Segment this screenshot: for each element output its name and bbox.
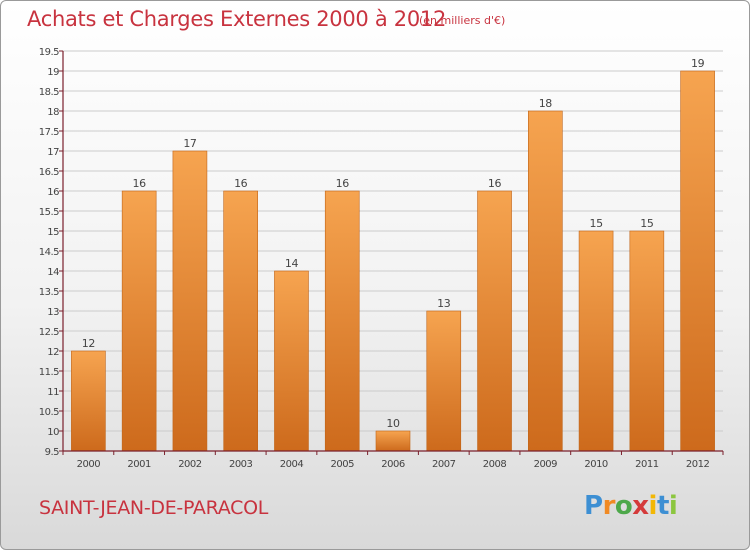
value-label-2007: 13: [437, 297, 451, 310]
y-tick-label: 12: [47, 347, 59, 358]
value-label-2005: 16: [336, 177, 350, 190]
y-tick-label: 10.5: [39, 407, 59, 418]
x-tick-label: 2006: [381, 459, 405, 470]
bar-2008: [477, 190, 512, 452]
bar-2004: [274, 270, 309, 452]
value-label-2008: 16: [488, 177, 502, 190]
logo-letter: P: [584, 491, 603, 521]
bar-2005: [324, 190, 360, 452]
bar-2006: [375, 430, 411, 452]
bar-2003: [223, 190, 258, 452]
y-tick-label: 14: [47, 267, 59, 278]
value-labels: 12 16 17 16 14 16 10 13 16 18 15 15 19: [82, 57, 705, 430]
value-label-2001: 16: [133, 177, 147, 190]
bar-2002: [172, 150, 208, 452]
value-label-2004: 14: [285, 257, 299, 270]
x-tick-label: 2012: [686, 459, 710, 470]
y-tick-label: 19: [47, 67, 59, 78]
y-tick-label: 14.5: [39, 247, 59, 258]
x-tick-label: 2003: [229, 459, 253, 470]
value-label-2002: 17: [183, 137, 197, 150]
y-tick-label: 12.5: [39, 327, 59, 338]
commune-name: SAINT-JEAN-DE-PARACOL: [39, 497, 269, 519]
y-tick-label: 17: [47, 147, 59, 158]
y-tick-label: 19.5: [39, 47, 59, 58]
x-tick-label: 2002: [178, 459, 202, 470]
y-tick-label: 16: [47, 187, 59, 198]
x-tick-label: 2005: [331, 459, 355, 470]
value-label-2011: 15: [640, 217, 654, 230]
x-tick-label: 2008: [483, 459, 507, 470]
y-tick-label: 10: [47, 427, 59, 438]
y-tick-label: 16.5: [39, 167, 59, 178]
x-tick-labels: 2000 2001 2002 2003 2004 2005 2006 2007 2008 2009…: [77, 459, 710, 470]
x-tick-label: 2010: [584, 459, 608, 470]
logo-letter: i: [668, 491, 678, 521]
logo-letter: x: [632, 491, 649, 521]
logo-letter: t: [656, 491, 669, 521]
logo-letter: i: [648, 491, 658, 521]
grid-lines: [63, 50, 723, 452]
x-tick-label: 2007: [432, 459, 456, 470]
bar-2012: [680, 70, 715, 452]
y-tick-label: 11: [47, 387, 59, 398]
x-tick-label: 2009: [534, 459, 558, 470]
bar-2009: [528, 110, 563, 452]
value-label-2009: 18: [539, 97, 553, 110]
bar-2010: [578, 230, 614, 452]
x-tick-label: 2011: [635, 459, 659, 470]
y-tick-label: 13.5: [39, 287, 59, 298]
value-label-2006: 10: [386, 417, 400, 430]
bar-2001: [121, 190, 157, 452]
proxiti-logo: Proxiti: [584, 491, 678, 521]
x-tick-label: 2000: [77, 459, 101, 470]
value-label-2000: 12: [82, 337, 95, 350]
axes: [59, 50, 724, 455]
y-tick-label: 13: [47, 307, 59, 318]
bar-2007: [426, 310, 462, 452]
value-label-2010: 15: [589, 217, 603, 230]
x-tick-label: 2004: [280, 459, 304, 470]
chart-unit: (en milliers d'€): [419, 14, 506, 27]
bar-2000: [71, 350, 106, 452]
y-tick-labels: 9.5 10 10.5 11 11.5 12 12.5 13 13.5 14 14.5 15 15.5 1…: [39, 47, 60, 458]
bars: [71, 70, 715, 452]
y-tick-label: 18.5: [39, 87, 59, 98]
x-tick-label: 2001: [127, 459, 151, 470]
logo-letter: o: [614, 491, 633, 521]
y-tick-label: 15: [47, 227, 59, 238]
logo-letter: r: [602, 491, 616, 521]
bar-2011: [629, 230, 665, 452]
y-tick-label: 11.5: [39, 367, 59, 378]
y-tick-label: 17.5: [39, 127, 59, 138]
chart-title: Achats et Charges Externes 2000 à 2012: [27, 7, 447, 31]
y-tick-label: 18: [47, 107, 59, 118]
y-tick-label: 9.5: [45, 447, 60, 458]
y-tick-label: 15.5: [39, 207, 59, 218]
value-label-2012: 19: [691, 57, 705, 70]
value-label-2003: 16: [234, 177, 248, 190]
